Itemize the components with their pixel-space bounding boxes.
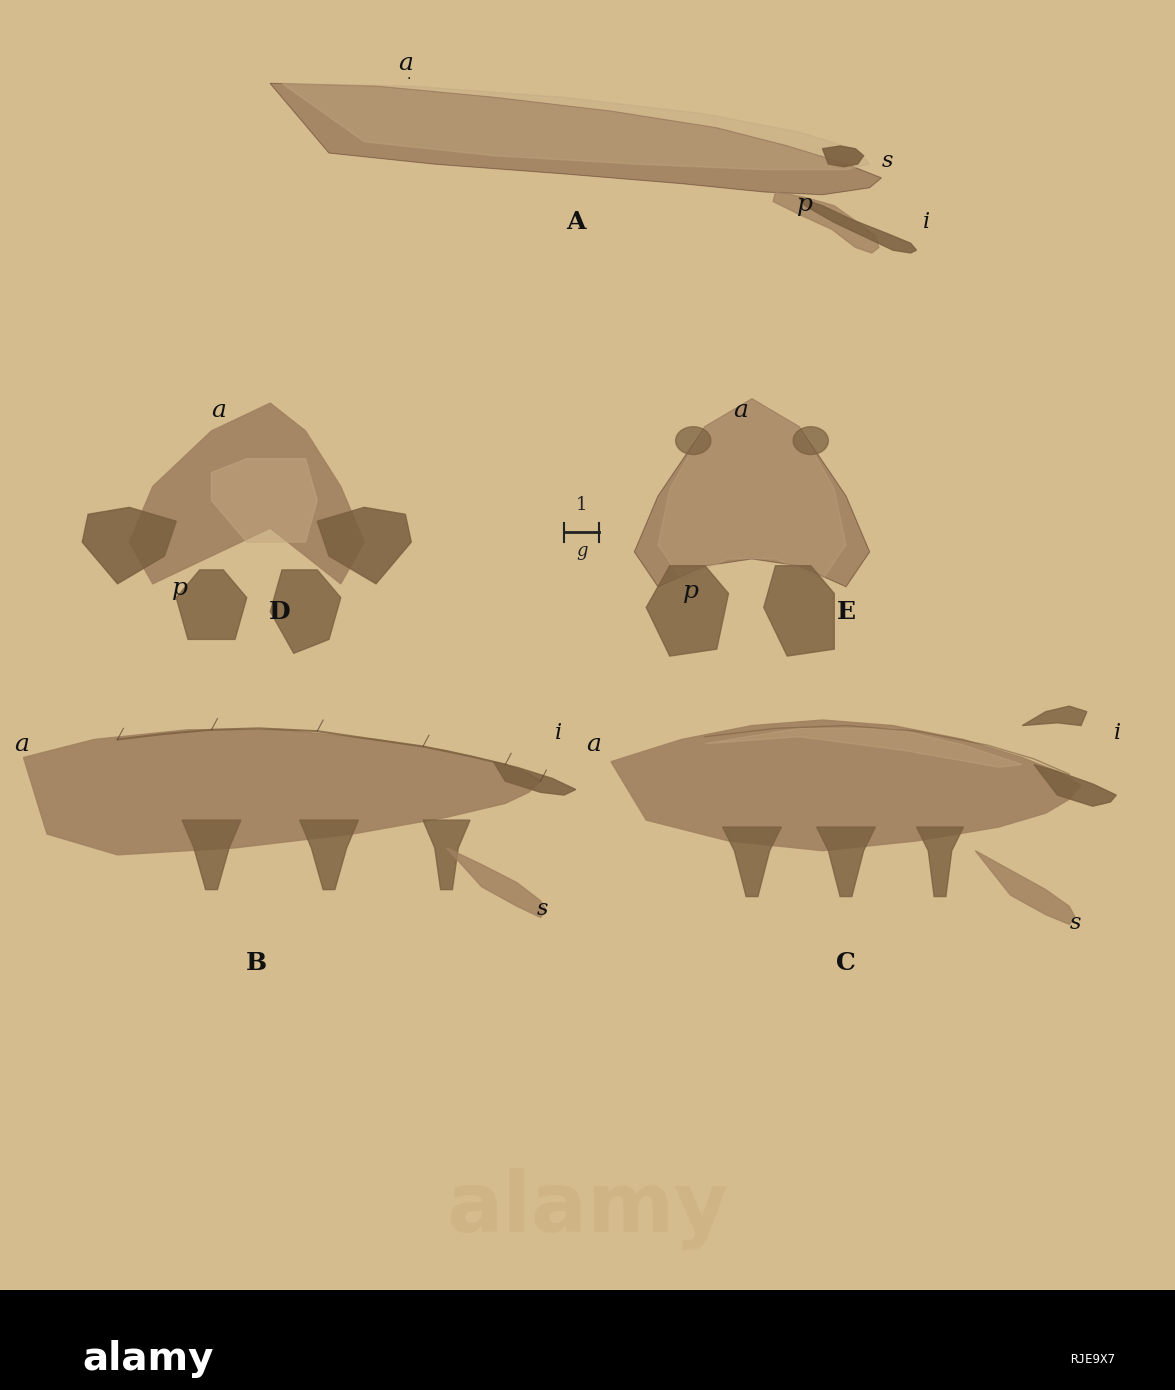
Polygon shape — [658, 399, 846, 580]
Polygon shape — [822, 146, 864, 167]
Polygon shape — [129, 403, 364, 584]
Polygon shape — [916, 827, 963, 897]
Text: p: p — [172, 577, 188, 600]
Polygon shape — [773, 192, 879, 253]
Text: p: p — [797, 193, 813, 217]
Text: B: B — [246, 951, 267, 976]
Text: .: . — [407, 68, 411, 82]
Polygon shape — [270, 570, 341, 653]
Polygon shape — [646, 566, 728, 656]
Polygon shape — [212, 459, 317, 542]
Polygon shape — [182, 820, 241, 890]
Text: a: a — [398, 51, 412, 75]
Text: D: D — [269, 599, 290, 624]
Polygon shape — [446, 848, 546, 917]
Text: A: A — [566, 210, 585, 235]
Polygon shape — [634, 399, 870, 587]
Text: p: p — [683, 580, 699, 603]
Text: alamy: alamy — [446, 1169, 728, 1250]
Text: i: i — [555, 723, 562, 745]
Polygon shape — [817, 827, 875, 897]
Polygon shape — [24, 730, 540, 855]
Polygon shape — [494, 762, 576, 795]
Polygon shape — [1034, 765, 1116, 806]
Text: C: C — [837, 951, 855, 976]
Polygon shape — [723, 827, 781, 897]
Polygon shape — [423, 820, 470, 890]
Polygon shape — [975, 851, 1075, 924]
Text: i: i — [1114, 723, 1121, 745]
Polygon shape — [705, 728, 1022, 767]
Polygon shape — [764, 566, 834, 656]
Text: a: a — [586, 733, 600, 756]
Text: E: E — [837, 599, 855, 624]
Text: alamy: alamy — [82, 1340, 214, 1379]
Text: RJE9X7: RJE9X7 — [1070, 1352, 1115, 1366]
Polygon shape — [317, 507, 411, 584]
Text: s: s — [537, 898, 549, 920]
Text: s: s — [1069, 912, 1081, 934]
Polygon shape — [270, 83, 881, 195]
Text: a: a — [733, 399, 747, 423]
Bar — [0, 1290, 1175, 1390]
Polygon shape — [611, 720, 1081, 851]
Polygon shape — [1022, 706, 1087, 726]
Text: s: s — [881, 150, 893, 172]
Text: a: a — [14, 733, 28, 756]
Text: a: a — [212, 399, 226, 423]
Text: i: i — [922, 211, 929, 234]
Ellipse shape — [676, 427, 711, 455]
Text: 1: 1 — [576, 496, 588, 514]
Ellipse shape — [793, 427, 828, 455]
Polygon shape — [282, 83, 870, 170]
Polygon shape — [176, 570, 247, 639]
Text: g: g — [576, 542, 588, 560]
Polygon shape — [300, 820, 358, 890]
Polygon shape — [82, 507, 176, 584]
Polygon shape — [799, 197, 917, 253]
